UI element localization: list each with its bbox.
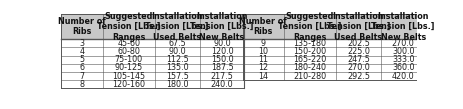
Text: 12: 12 [258, 63, 269, 72]
Text: 3: 3 [80, 39, 85, 48]
Text: 120-160: 120-160 [112, 80, 145, 89]
Text: 187.5: 187.5 [211, 63, 233, 72]
Text: 14: 14 [258, 72, 268, 81]
Text: 300.0: 300.0 [392, 47, 414, 56]
Text: Number of
Ribs: Number of Ribs [239, 17, 287, 36]
Text: 75-100: 75-100 [115, 55, 143, 64]
Text: Installation
Tension [Lbs.]
New Belts: Installation Tension [Lbs.] New Belts [190, 12, 254, 42]
Text: 333.0: 333.0 [392, 55, 414, 64]
Text: 90.0: 90.0 [213, 39, 231, 48]
Text: 45-60: 45-60 [117, 39, 140, 48]
Text: 6: 6 [80, 63, 85, 72]
Text: 247.5: 247.5 [347, 55, 370, 64]
Text: Number of
Ribs: Number of Ribs [58, 17, 106, 36]
Text: 105-145: 105-145 [112, 72, 145, 81]
Text: 11: 11 [258, 55, 268, 64]
Text: Installation
Tension [Lbs.]
Used Belts: Installation Tension [Lbs.] Used Belts [145, 12, 209, 42]
Text: 90.0: 90.0 [169, 47, 186, 56]
Text: 135-180: 135-180 [294, 39, 326, 48]
Text: 67.5: 67.5 [169, 39, 186, 48]
Text: 120.0: 120.0 [211, 47, 233, 56]
Text: Suggested
Tension [Lbs.]
Ranges: Suggested Tension [Lbs.] Ranges [278, 12, 342, 42]
Text: 240.0: 240.0 [211, 80, 233, 89]
Text: 225.0: 225.0 [347, 47, 370, 56]
Text: 9: 9 [261, 39, 266, 48]
Text: 112.5: 112.5 [166, 55, 188, 64]
Text: 150.0: 150.0 [211, 55, 233, 64]
Text: Installation
Tension [Lbs.]
Used Belts: Installation Tension [Lbs.] Used Belts [326, 12, 390, 42]
Text: 165-220: 165-220 [294, 55, 326, 64]
Text: Installation
Tension [Lbs.]
New Belts: Installation Tension [Lbs.] New Belts [371, 12, 435, 42]
Text: 292.5: 292.5 [347, 72, 370, 81]
Text: 420.0: 420.0 [392, 72, 414, 81]
Text: 150-200: 150-200 [294, 47, 326, 56]
Text: 60-80: 60-80 [117, 47, 140, 56]
Text: 135.0: 135.0 [166, 63, 188, 72]
Text: 4: 4 [80, 47, 85, 56]
Text: 210-280: 210-280 [294, 72, 326, 81]
Text: 180-240: 180-240 [294, 63, 326, 72]
Text: 10: 10 [258, 47, 268, 56]
Text: 217.5: 217.5 [211, 72, 233, 81]
Text: 7: 7 [80, 72, 85, 81]
Text: 157.5: 157.5 [166, 72, 188, 81]
Text: Suggested
Tension [Lbs.]
Ranges: Suggested Tension [Lbs.] Ranges [97, 12, 161, 42]
Text: 202.5: 202.5 [347, 39, 370, 48]
Text: 180.0: 180.0 [166, 80, 188, 89]
Text: 270.0: 270.0 [347, 63, 370, 72]
Text: 270.0: 270.0 [392, 39, 415, 48]
Bar [243, 14, 425, 39]
Text: 8: 8 [80, 80, 85, 89]
Text: 360.0: 360.0 [392, 63, 414, 72]
Text: 5: 5 [80, 55, 85, 64]
Bar [62, 14, 244, 39]
Text: 90-125: 90-125 [115, 63, 143, 72]
